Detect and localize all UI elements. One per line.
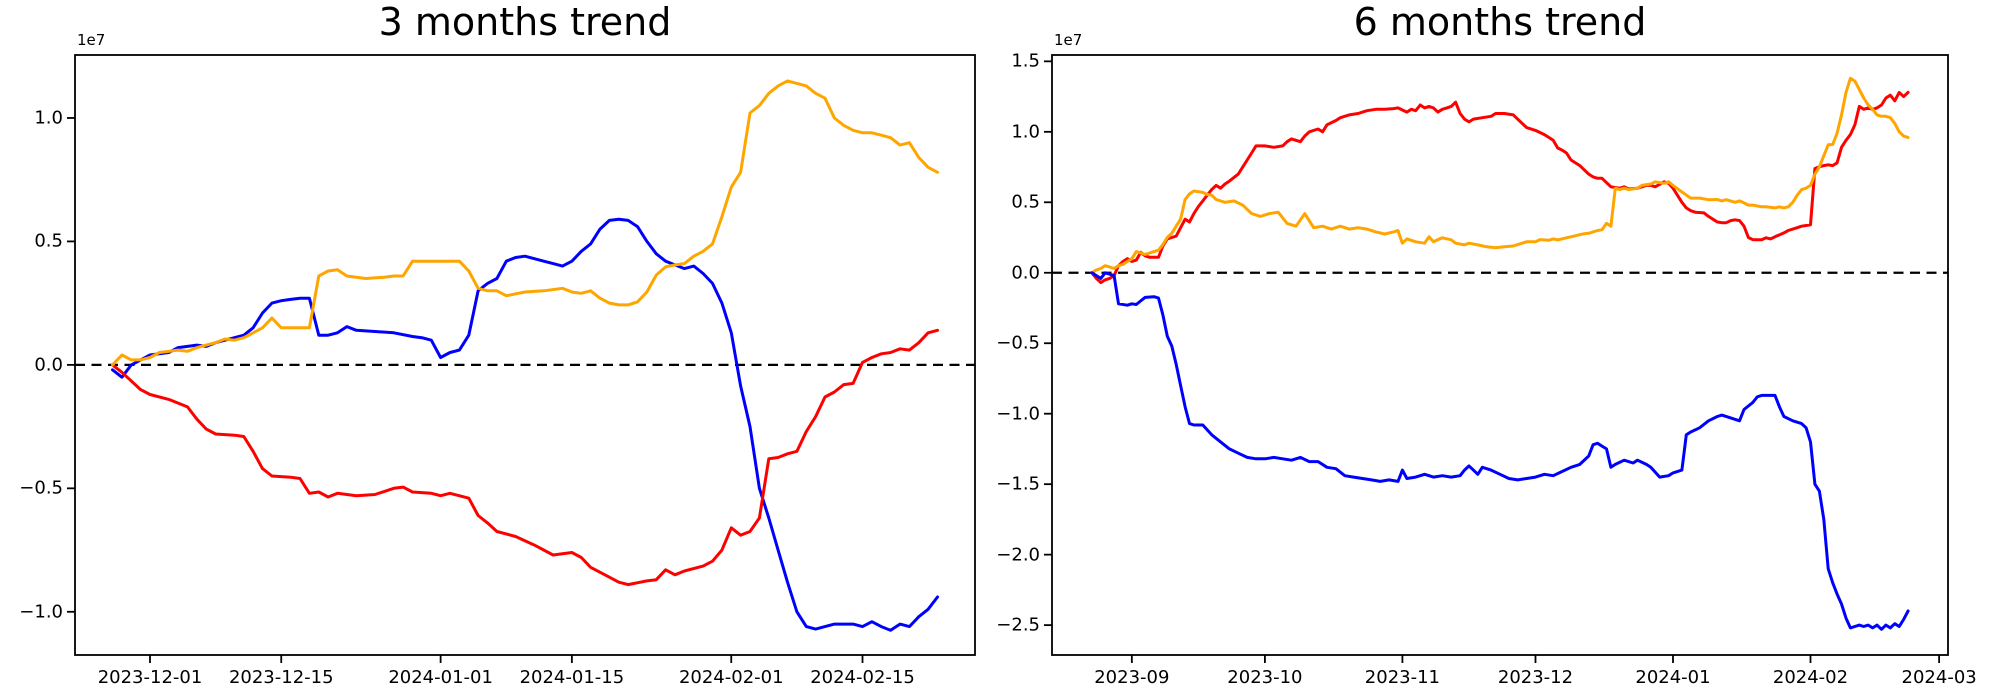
y-tick-label: −0.5 <box>996 332 1040 354</box>
plot-area <box>1044 54 1949 663</box>
x-tick-label: 2024-01 <box>1635 667 1711 688</box>
x-tick-label: 2024-01-15 <box>519 667 625 688</box>
series-red-line <box>111 328 939 587</box>
axes-frame <box>1051 54 1949 656</box>
chart-title-3-months: 3 months trend <box>378 0 672 44</box>
y-tick-label: 1.0 <box>34 107 63 129</box>
y-tick-label: −0.5 <box>19 477 63 499</box>
x-tick-label: 2023-12-01 <box>97 667 203 688</box>
x-tick-label: 2023-12-15 <box>228 667 334 688</box>
y-tick-label: 0.5 <box>34 230 63 252</box>
y-tick-label: −2.5 <box>996 614 1040 636</box>
y-tick-label: 0.5 <box>1011 191 1040 213</box>
y-tick-label: −2.0 <box>996 544 1040 566</box>
series-orange-line <box>111 79 939 367</box>
series-blue-line <box>111 217 939 632</box>
y-tick-label: −1.0 <box>996 403 1040 425</box>
chart-3-months-trend: 3 months trend 1e7 2023-12-01 2023-12-15 2… <box>19 0 976 688</box>
x-tick-label: 2023-09 <box>1094 667 1170 688</box>
chart-title-6-months: 6 months trend <box>1353 0 1647 44</box>
x-tick-label: 2024-02-01 <box>678 667 784 688</box>
y-tick-label: 0.0 <box>34 354 63 376</box>
y-tick-label: −1.0 <box>19 601 63 623</box>
axes-frame <box>74 54 976 656</box>
plot-area <box>67 54 976 663</box>
x-tick-label: 2023-10 <box>1227 667 1303 688</box>
series-blue-line <box>1090 271 1910 631</box>
y-axis-offset-label: 1e7 <box>1054 31 1083 49</box>
x-tick-label: 2024-01-01 <box>388 667 493 688</box>
chart-6-months-trend: 6 months trend 1e7 2023-09 2023-10 2023-11… <box>996 0 2000 700</box>
y-tick-label: 0.0 <box>1011 262 1040 284</box>
y-axis-offset-label: 1e7 <box>77 31 106 49</box>
y-tick-label: 1.5 <box>1011 50 1040 72</box>
x-tick-label: 2024-02 <box>1772 667 1849 688</box>
y-tick-label: −1.5 <box>996 473 1040 495</box>
x-tick-label: 2023-11 <box>1364 667 1441 688</box>
series-red-line <box>1090 90 1910 285</box>
y-tick-label: 1.0 <box>1011 121 1040 143</box>
x-tick-label: 2024-02-15 <box>810 667 915 688</box>
x-tick-label: 2024-03 <box>1901 667 1977 688</box>
series-orange-line <box>1090 76 1910 275</box>
x-tick-label: 2023-12 <box>1497 667 1574 688</box>
